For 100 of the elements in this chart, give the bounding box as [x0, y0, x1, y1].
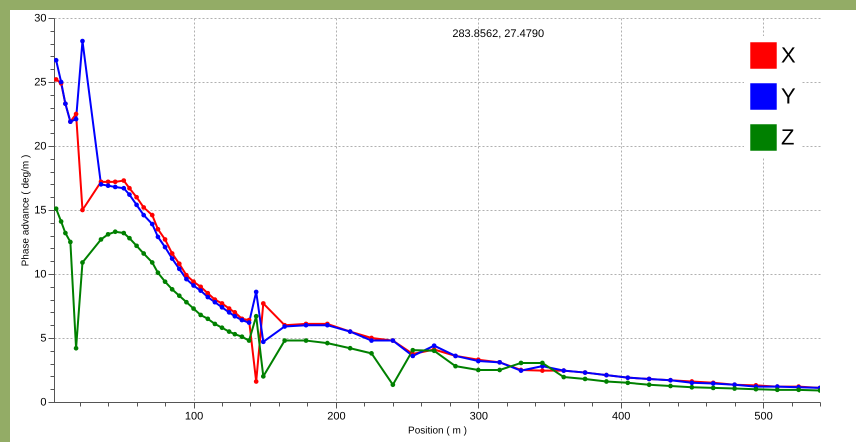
point: [432, 343, 436, 348]
point: [390, 382, 396, 388]
point: [240, 334, 244, 340]
point: [121, 178, 126, 183]
y-tick-label: 10: [34, 268, 46, 280]
x-tick-label: 400: [612, 410, 630, 422]
point: [127, 186, 132, 191]
point: [198, 312, 203, 318]
y-tick-label: 5: [40, 332, 46, 344]
x-tick-label: 100: [184, 410, 204, 422]
point: [74, 346, 78, 351]
point: [74, 116, 78, 122]
point: [150, 212, 155, 218]
point: [162, 237, 168, 242]
point: [170, 251, 175, 256]
point: [668, 384, 673, 388]
point: [774, 388, 780, 392]
point: [232, 332, 238, 336]
point: [74, 112, 78, 116]
point: [453, 364, 458, 368]
point: [127, 192, 132, 197]
point: [184, 300, 189, 304]
point: [80, 38, 85, 44]
legend-label: X: [781, 42, 796, 68]
point: [710, 386, 716, 390]
point: [198, 284, 203, 290]
point: [220, 325, 224, 330]
point: [112, 180, 118, 184]
point: [497, 368, 502, 372]
point: [156, 226, 160, 232]
point: [134, 202, 139, 208]
point: [476, 368, 481, 372]
y-tick-label: 15: [34, 204, 46, 216]
point: [561, 374, 566, 380]
point: [226, 310, 232, 315]
point: [170, 256, 175, 261]
point: [80, 208, 85, 212]
point: [604, 379, 609, 384]
point: [176, 266, 182, 272]
point: [254, 290, 259, 294]
point: [121, 230, 126, 236]
point: [540, 368, 545, 373]
point: [162, 279, 168, 284]
point: [184, 276, 189, 282]
point: [112, 184, 118, 190]
y-tick-label: 25: [34, 76, 46, 88]
x-tick-label: 500: [754, 410, 773, 422]
point: [54, 77, 58, 82]
point: [304, 338, 308, 343]
point: [141, 251, 146, 256]
point: [176, 293, 182, 298]
y-axis-title: Phase advance ( deg/m ): [20, 154, 32, 266]
y-tick-label: 0: [40, 396, 46, 408]
point: [112, 229, 118, 234]
point: [198, 288, 203, 293]
point: [232, 314, 238, 319]
y-tick-label: 30: [34, 12, 46, 24]
point: [141, 212, 146, 218]
point: [191, 283, 196, 288]
point: [348, 346, 352, 351]
point: [732, 386, 737, 391]
x-tick-label: 200: [327, 410, 346, 422]
point: [80, 260, 85, 265]
point: [625, 380, 630, 386]
point: [106, 232, 110, 237]
legend-label: Z: [781, 124, 794, 150]
point: [260, 374, 266, 379]
point: [220, 304, 224, 310]
point: [170, 287, 175, 292]
point: [106, 180, 110, 184]
point: [150, 222, 155, 226]
point: [68, 240, 73, 244]
point: [540, 360, 545, 366]
point: [246, 338, 252, 343]
point: [54, 58, 58, 63]
y-tick-label: 20: [34, 140, 46, 152]
point: [106, 183, 110, 188]
point: [98, 237, 104, 242]
point: [205, 290, 210, 296]
point: [260, 301, 266, 306]
point: [410, 348, 416, 352]
point: [58, 219, 64, 224]
point: [254, 314, 259, 319]
point: [254, 379, 259, 384]
point: [690, 384, 694, 390]
point: [518, 360, 524, 366]
legend-label: Y: [781, 84, 796, 108]
point: [226, 329, 232, 334]
point: [191, 306, 196, 311]
point: [260, 340, 266, 344]
point: [98, 182, 104, 187]
point: [205, 294, 210, 300]
point: [646, 382, 652, 388]
point: [369, 351, 374, 356]
annotation: 283.8562, 27.4790: [452, 28, 544, 40]
point: [156, 270, 160, 276]
point: [212, 300, 218, 304]
point: [162, 244, 168, 250]
point: [325, 340, 330, 346]
point: [127, 236, 132, 240]
